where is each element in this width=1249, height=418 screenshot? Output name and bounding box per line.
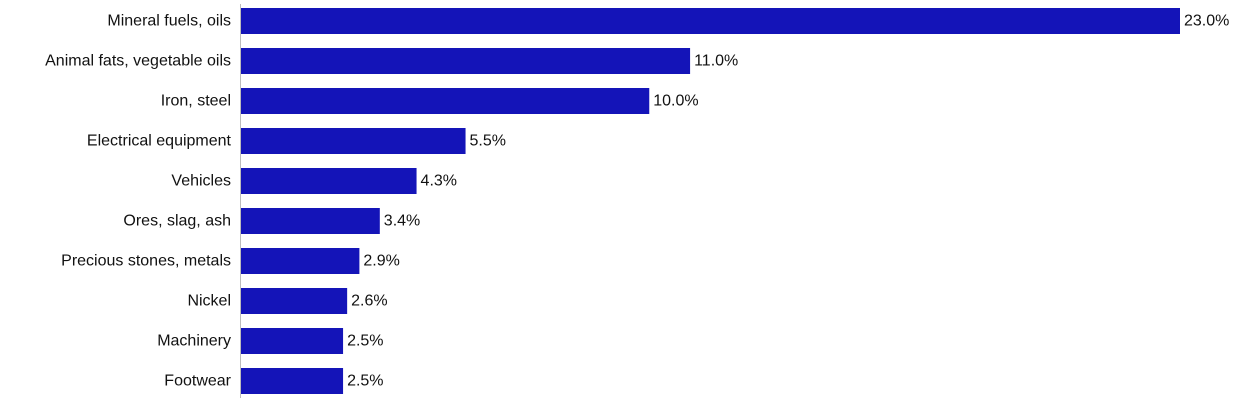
bar xyxy=(241,168,417,194)
category-label: Machinery xyxy=(157,333,231,350)
value-label: 2.5% xyxy=(347,333,383,350)
bar xyxy=(241,288,348,314)
value-label: 5.5% xyxy=(470,133,506,150)
category-labels-group: Mineral fuels, oils Animal fats, vegetabl… xyxy=(45,13,232,390)
category-label: Ores, slag, ash xyxy=(123,213,231,230)
value-label: 11.0% xyxy=(694,53,738,70)
category-label: Electrical equipment xyxy=(87,133,232,150)
value-label: 2.6% xyxy=(351,293,387,310)
value-label: 23.0% xyxy=(1184,13,1229,30)
bar xyxy=(241,88,650,114)
bar xyxy=(241,248,360,274)
category-label: Animal fats, vegetable oils xyxy=(45,53,231,70)
category-label: Precious stones, metals xyxy=(61,253,231,270)
category-label: Footwear xyxy=(164,373,231,390)
bar xyxy=(241,48,691,74)
value-label: 4.3% xyxy=(421,173,457,190)
value-label: 2.5% xyxy=(347,373,383,390)
value-labels-group: 23.0% 11.0% 10.0% 5.5% 4.3% 3.4% 2.9% 2.6% 2.5% 2… xyxy=(347,13,1229,390)
category-label: Mineral fuels, oils xyxy=(107,13,231,30)
bar xyxy=(241,128,466,154)
value-label: 3.4% xyxy=(384,213,420,230)
bar xyxy=(241,328,344,354)
value-label: 10.0% xyxy=(653,93,698,110)
bars-group xyxy=(241,8,1180,394)
category-label: Vehicles xyxy=(171,173,231,190)
value-label: 2.9% xyxy=(363,253,399,270)
bar xyxy=(241,8,1180,34)
category-label: Iron, steel xyxy=(161,93,231,110)
category-label: Nickel xyxy=(187,293,231,310)
bar xyxy=(241,208,380,234)
bar xyxy=(241,368,344,394)
